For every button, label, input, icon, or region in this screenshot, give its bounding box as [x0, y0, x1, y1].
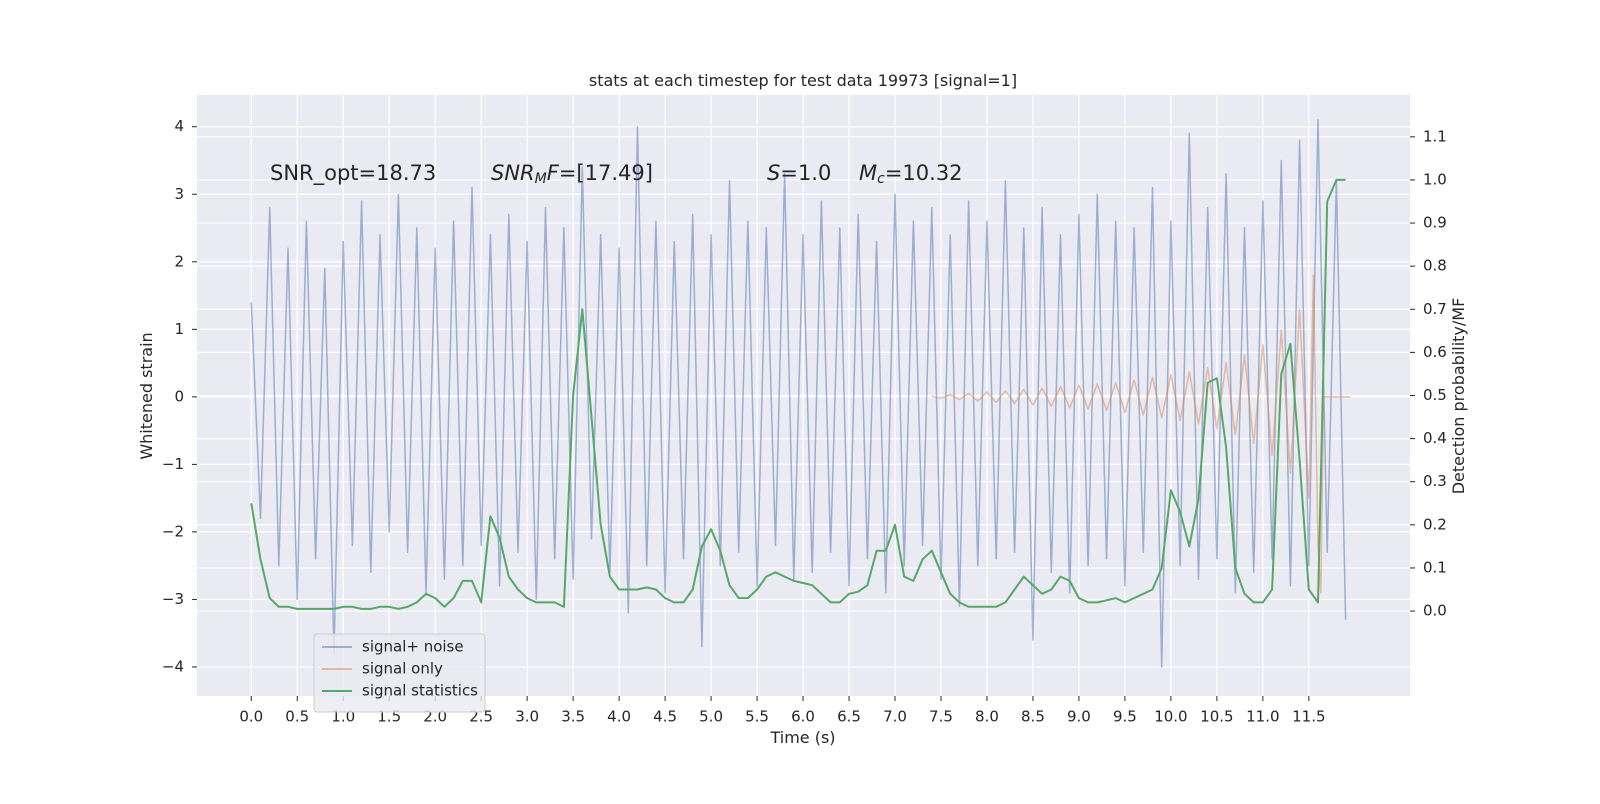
x-tick-label: 10.0 [1154, 708, 1187, 726]
x-tick-label: 4.5 [653, 708, 677, 726]
y2-axis-label: Detection probability/MF [1449, 298, 1468, 495]
x-tick-label: 5.0 [699, 708, 723, 726]
x-tick-label: 3.0 [515, 708, 539, 726]
annotation-part: S [767, 161, 780, 185]
y-tick-label: 4 [174, 117, 184, 135]
y-tick-label: 2 [174, 252, 184, 270]
annotation: SNRMF=[17.49] [491, 161, 653, 187]
y2-tick-label: 0.7 [1423, 300, 1447, 318]
annotation-part: c [877, 171, 885, 187]
x-tick-label: 4.0 [607, 708, 631, 726]
chart-title: stats at each timestep for test data 199… [589, 71, 1017, 90]
y-tick-label: −1 [162, 455, 184, 473]
series-line [250, 178, 1346, 610]
x-tick-label: 9.5 [1113, 708, 1137, 726]
y-tick-label: −3 [162, 590, 184, 608]
y2-tick-label: 0.3 [1423, 472, 1447, 490]
labels: 0.0 0.5 1.0 1.5 2.0 2.5 3.0 3.5 4.0 4.5 5.0 5.5 6.0 6… [162, 117, 1447, 725]
annotation-part: M [535, 171, 547, 187]
x-tick-label: 3.5 [561, 708, 585, 726]
x-tick-label: 8.0 [975, 708, 999, 726]
annotation-part: F [547, 161, 560, 185]
x-tick-label: 6.5 [837, 708, 861, 726]
x-tick-label: 7.5 [929, 708, 953, 726]
y2-tick-label: 0.1 [1423, 558, 1447, 576]
annotation-part: =10.32 [885, 161, 963, 185]
x-tick-label: 7.0 [883, 708, 907, 726]
x-tick-label: 11.0 [1246, 708, 1279, 726]
x-tick-label: 6.0 [791, 708, 815, 726]
annotation: SNR_opt=18.73 [270, 161, 436, 186]
x-tick-label: 0.0 [239, 708, 263, 726]
legend-label: signal+ noise [362, 638, 464, 656]
y2-tick-label: 0.9 [1423, 214, 1447, 232]
y-tick-label: −4 [162, 657, 184, 675]
marks [250, 119, 1351, 668]
x-tick-label: 10.5 [1200, 708, 1233, 726]
y2-tick-label: 0.2 [1423, 515, 1447, 533]
annotation-part: M [859, 161, 877, 185]
x-axis-label: Time (s) [769, 728, 835, 747]
x-tick-label: 11.5 [1292, 708, 1325, 726]
annotation: Mc=10.32 [859, 161, 963, 187]
series-line [931, 274, 1351, 594]
series-line [250, 119, 1347, 668]
annotation: S=1.0 [767, 161, 831, 185]
y-tick-label: 3 [174, 185, 184, 203]
y2-tick-label: 0.5 [1423, 386, 1447, 404]
y2-tick-label: 0.0 [1423, 602, 1447, 620]
x-tick-label: 5.5 [745, 708, 769, 726]
y-axis-label: Whitened strain [137, 332, 156, 459]
y2-tick-label: 0.4 [1423, 429, 1447, 447]
annotation-part: =[17.49] [559, 161, 653, 185]
annotation-part: SNR_opt=18.73 [270, 161, 436, 186]
y-tick-label: 1 [174, 320, 184, 338]
legend-label: signal only [362, 660, 443, 678]
y-tick-label: 0 [174, 387, 184, 405]
y2-tick-label: 0.8 [1423, 257, 1447, 275]
y2-tick-label: 0.6 [1423, 343, 1447, 361]
grid [197, 95, 1410, 696]
legend-label: signal statistics [362, 682, 478, 700]
annotation-part: SNR [491, 161, 535, 185]
x-tick-label: 9.0 [1067, 708, 1091, 726]
y2-tick-label: 1.1 [1423, 127, 1447, 145]
x-tick-label: 0.5 [285, 708, 309, 726]
y2-tick-label: 1.0 [1423, 170, 1447, 188]
annotation-part: =1.0 [780, 161, 831, 185]
legend-box [313, 633, 486, 713]
y-tick-label: −2 [162, 522, 184, 540]
x-tick-label: 8.5 [1021, 708, 1045, 726]
